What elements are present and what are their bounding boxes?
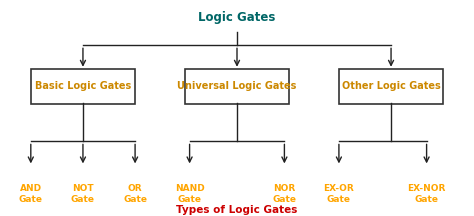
Text: EX-OR
Gate: EX-OR Gate xyxy=(324,184,354,205)
Text: Logic Gates: Logic Gates xyxy=(198,11,276,24)
Text: NOT
Gate: NOT Gate xyxy=(71,184,95,205)
FancyBboxPatch shape xyxy=(31,69,135,104)
Text: Other Logic Gates: Other Logic Gates xyxy=(342,81,440,91)
Text: Universal Logic Gates: Universal Logic Gates xyxy=(177,81,297,91)
Text: NAND
Gate: NAND Gate xyxy=(175,184,204,205)
FancyBboxPatch shape xyxy=(339,69,443,104)
Text: OR
Gate: OR Gate xyxy=(123,184,147,205)
Text: Types of Logic Gates: Types of Logic Gates xyxy=(176,205,298,214)
FancyBboxPatch shape xyxy=(185,69,289,104)
Text: AND
Gate: AND Gate xyxy=(19,184,43,205)
Text: Basic Logic Gates: Basic Logic Gates xyxy=(35,81,131,91)
Text: NOR
Gate: NOR Gate xyxy=(273,184,296,205)
Text: EX-NOR
Gate: EX-NOR Gate xyxy=(408,184,446,205)
